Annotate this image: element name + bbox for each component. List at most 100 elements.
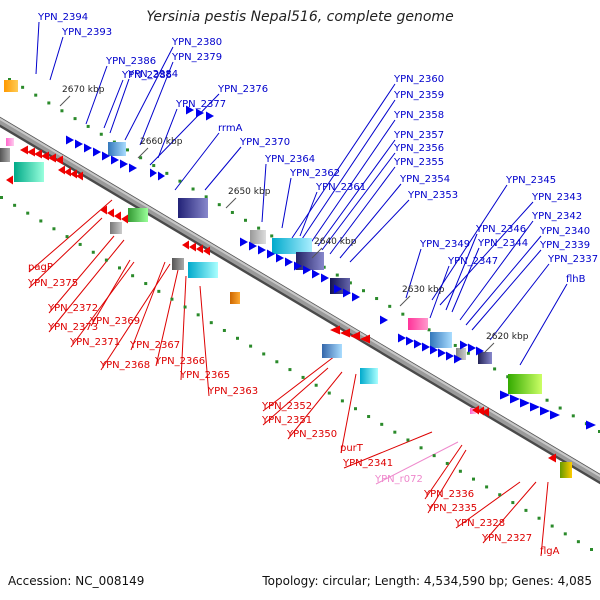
feature-box[interactable] xyxy=(6,138,14,146)
feature-box[interactable] xyxy=(14,162,44,182)
gene-label-ypn-2367[interactable]: YPN_2367 xyxy=(129,340,180,351)
reverse-gene-arrow[interactable] xyxy=(189,242,196,252)
gene-label-ypn-2328[interactable]: YPN_2328 xyxy=(454,518,505,529)
forward-gene-arrow[interactable] xyxy=(540,406,550,416)
gene-label-ypn-2380[interactable]: YPN_2380 xyxy=(171,37,222,48)
forward-gene-arrow[interactable] xyxy=(422,342,430,352)
gene-label-ypn-2345[interactable]: YPN_2345 xyxy=(505,175,556,186)
reverse-gene-arrow[interactable] xyxy=(55,155,63,165)
reverse-gene-arrow[interactable] xyxy=(548,453,556,463)
forward-gene-arrow[interactable] xyxy=(334,284,342,294)
gene-label-ypn-2365[interactable]: YPN_2365 xyxy=(179,370,230,381)
feature-box[interactable] xyxy=(430,332,452,348)
forward-gene-arrow[interactable] xyxy=(476,346,484,356)
gene-label-ypn-2379[interactable]: YPN_2379 xyxy=(171,52,222,63)
gene-label-ypn-2386[interactable]: YPN_2386 xyxy=(105,56,156,67)
reverse-gene-arrow[interactable] xyxy=(41,151,49,161)
feature-box[interactable] xyxy=(108,142,126,156)
forward-gene-arrow[interactable] xyxy=(586,420,596,430)
reverse-gene-arrow[interactable] xyxy=(482,407,489,417)
gene-label-ypn-2375[interactable]: YPN_2375 xyxy=(27,278,78,289)
gene-label-ypn-2393[interactable]: YPN_2393 xyxy=(61,27,112,38)
reverse-gene-arrow[interactable] xyxy=(203,246,210,256)
gene-label-ypn-2335[interactable]: YPN_2335 xyxy=(426,503,477,514)
gene-label-purt[interactable]: purT xyxy=(340,443,364,454)
feature-box[interactable] xyxy=(4,80,18,92)
feature-box[interactable] xyxy=(408,318,428,330)
reverse-gene-arrow[interactable] xyxy=(350,331,360,341)
gene-label-ypn-2353[interactable]: YPN_2353 xyxy=(407,190,458,201)
gene-label-ypn-2369[interactable]: YPN_2369 xyxy=(89,316,140,327)
forward-gene-arrow[interactable] xyxy=(240,237,248,247)
gene-label-ypn-2363[interactable]: YPN_2363 xyxy=(207,386,258,397)
gene-label-flhb[interactable]: flhB xyxy=(566,274,586,285)
feature-box[interactable] xyxy=(178,198,208,218)
reverse-gene-arrow[interactable] xyxy=(114,211,121,221)
gene-label-ypn-2371[interactable]: YPN_2371 xyxy=(69,337,120,348)
reverse-gene-arrow[interactable] xyxy=(182,240,189,250)
forward-gene-arrow[interactable] xyxy=(75,139,83,149)
forward-gene-arrow[interactable] xyxy=(343,288,351,298)
forward-gene-arrow[interactable] xyxy=(111,155,119,165)
forward-gene-arrow[interactable] xyxy=(196,108,204,118)
gene-label-ypn-2357[interactable]: YPN_2357 xyxy=(393,130,444,141)
forward-gene-arrow[interactable] xyxy=(102,151,110,161)
forward-gene-arrow[interactable] xyxy=(84,143,92,153)
reverse-gene-arrow[interactable] xyxy=(340,328,350,338)
forward-gene-arrow[interactable] xyxy=(352,292,360,302)
feature-box[interactable] xyxy=(172,258,184,270)
reverse-gene-arrow[interactable] xyxy=(6,175,13,185)
forward-gene-arrow[interactable] xyxy=(530,402,540,412)
forward-gene-arrow[interactable] xyxy=(520,398,530,408)
forward-gene-arrow[interactable] xyxy=(500,390,510,400)
forward-gene-arrow[interactable] xyxy=(398,333,406,343)
gene-label-ypn-r072[interactable]: YPN_r072 xyxy=(374,474,423,485)
forward-gene-arrow[interactable] xyxy=(258,245,266,255)
forward-gene-arrow[interactable] xyxy=(550,410,560,420)
gene-label-ypn-2327[interactable]: YPN_2327 xyxy=(481,533,532,544)
gene-label-ypn-2336[interactable]: YPN_2336 xyxy=(423,489,474,500)
gene-label-flga[interactable]: flgA xyxy=(540,546,560,557)
forward-gene-arrow[interactable] xyxy=(454,354,462,364)
gene-label-ypn-2370[interactable]: YPN_2370 xyxy=(239,137,290,148)
gene-label-ypn-2351[interactable]: YPN_2351 xyxy=(261,415,312,426)
feature-box[interactable] xyxy=(508,374,542,394)
forward-gene-arrow[interactable] xyxy=(129,163,137,173)
feature-box[interactable] xyxy=(128,208,148,222)
forward-gene-arrow[interactable] xyxy=(446,351,454,361)
gene-label-ypn-2343[interactable]: YPN_2343 xyxy=(531,192,582,203)
forward-gene-arrow[interactable] xyxy=(249,241,257,251)
reverse-gene-arrow[interactable] xyxy=(70,169,77,179)
forward-gene-arrow[interactable] xyxy=(150,168,157,178)
forward-gene-arrow[interactable] xyxy=(93,147,101,157)
gene-label-ypn-2352[interactable]: YPN_2352 xyxy=(261,401,312,412)
forward-gene-arrow[interactable] xyxy=(321,273,329,283)
gene-label-ypn-2360[interactable]: YPN_2360 xyxy=(393,74,444,85)
forward-gene-arrow[interactable] xyxy=(312,269,320,279)
gene-label-ypn-2346[interactable]: YPN_2346 xyxy=(475,224,526,235)
forward-gene-arrow[interactable] xyxy=(460,340,468,350)
gene-label-ypn-2361[interactable]: YPN_2361 xyxy=(315,182,366,193)
gene-label-ypn-2377[interactable]: YPN_2377 xyxy=(175,99,226,110)
forward-gene-arrow[interactable] xyxy=(380,315,388,325)
forward-gene-arrow[interactable] xyxy=(206,111,214,121)
reverse-gene-arrow[interactable] xyxy=(76,171,83,181)
reverse-gene-arrow[interactable] xyxy=(196,244,203,254)
gene-label-ypn-2356[interactable]: YPN_2356 xyxy=(393,143,444,154)
gene-label-ypn-2394[interactable]: YPN_2394 xyxy=(37,12,88,23)
gene-label-ypn-2344[interactable]: YPN_2344 xyxy=(477,238,528,249)
feature-box[interactable] xyxy=(560,462,572,478)
gene-label-rrma[interactable]: rrmA xyxy=(218,123,243,134)
reverse-gene-arrow[interactable] xyxy=(64,167,71,177)
gene-label-pagp[interactable]: pagP xyxy=(28,262,53,273)
forward-gene-arrow[interactable] xyxy=(303,265,311,275)
forward-gene-arrow[interactable] xyxy=(468,343,476,353)
gene-label-ypn-2337[interactable]: YPN_2337 xyxy=(547,254,598,265)
reverse-gene-arrow[interactable] xyxy=(48,153,56,163)
gene-label-ypn-2384[interactable]: YPN_2384 xyxy=(127,69,178,80)
forward-gene-arrow[interactable] xyxy=(406,336,414,346)
gene-label-ypn-2341[interactable]: YPN_2341 xyxy=(342,458,393,469)
gene-label-ypn-2347[interactable]: YPN_2347 xyxy=(447,256,498,267)
forward-gene-arrow[interactable] xyxy=(66,135,74,145)
reverse-gene-arrow[interactable] xyxy=(121,214,128,224)
